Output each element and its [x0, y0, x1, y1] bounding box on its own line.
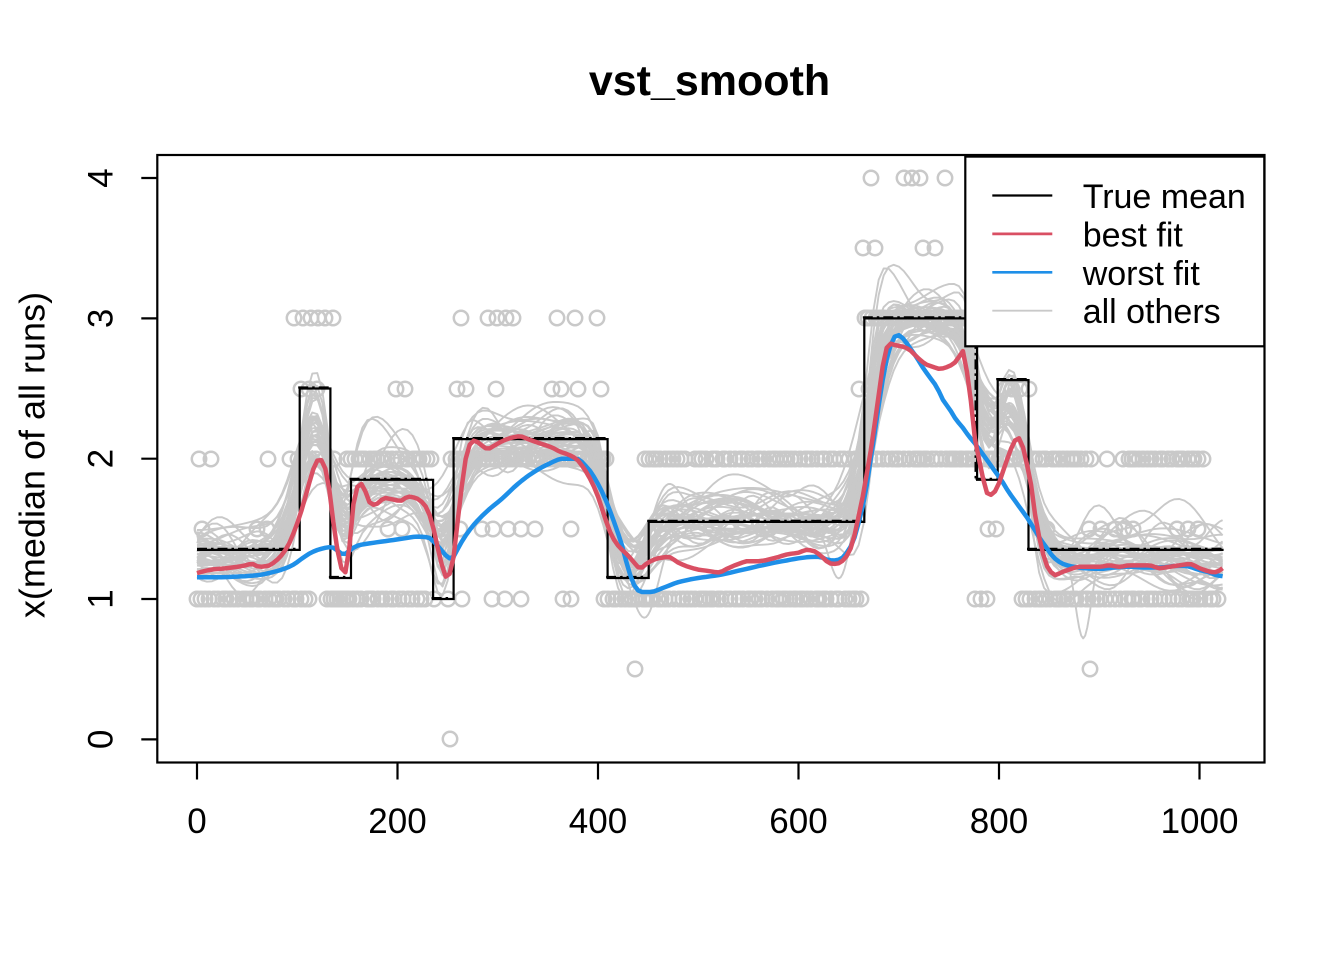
svg-text:all others: all others: [1083, 293, 1221, 331]
svg-text:200: 200: [368, 802, 426, 841]
svg-text:600: 600: [769, 802, 827, 841]
svg-text:worst fit: worst fit: [1082, 255, 1201, 293]
svg-text:0: 0: [187, 802, 206, 841]
svg-text:1000: 1000: [1161, 802, 1239, 841]
svg-text:800: 800: [970, 802, 1028, 841]
svg-text:1: 1: [82, 589, 121, 608]
svg-text:0: 0: [82, 730, 121, 749]
svg-text:x(median of all runs): x(median of all runs): [12, 292, 53, 618]
svg-text:vst_smooth: vst_smooth: [589, 57, 830, 105]
svg-text:400: 400: [569, 802, 627, 841]
svg-text:3: 3: [82, 309, 121, 328]
svg-text:4: 4: [82, 168, 121, 187]
svg-text:best fit: best fit: [1083, 216, 1184, 254]
svg-text:2: 2: [82, 449, 121, 468]
svg-text:True mean: True mean: [1083, 178, 1246, 216]
